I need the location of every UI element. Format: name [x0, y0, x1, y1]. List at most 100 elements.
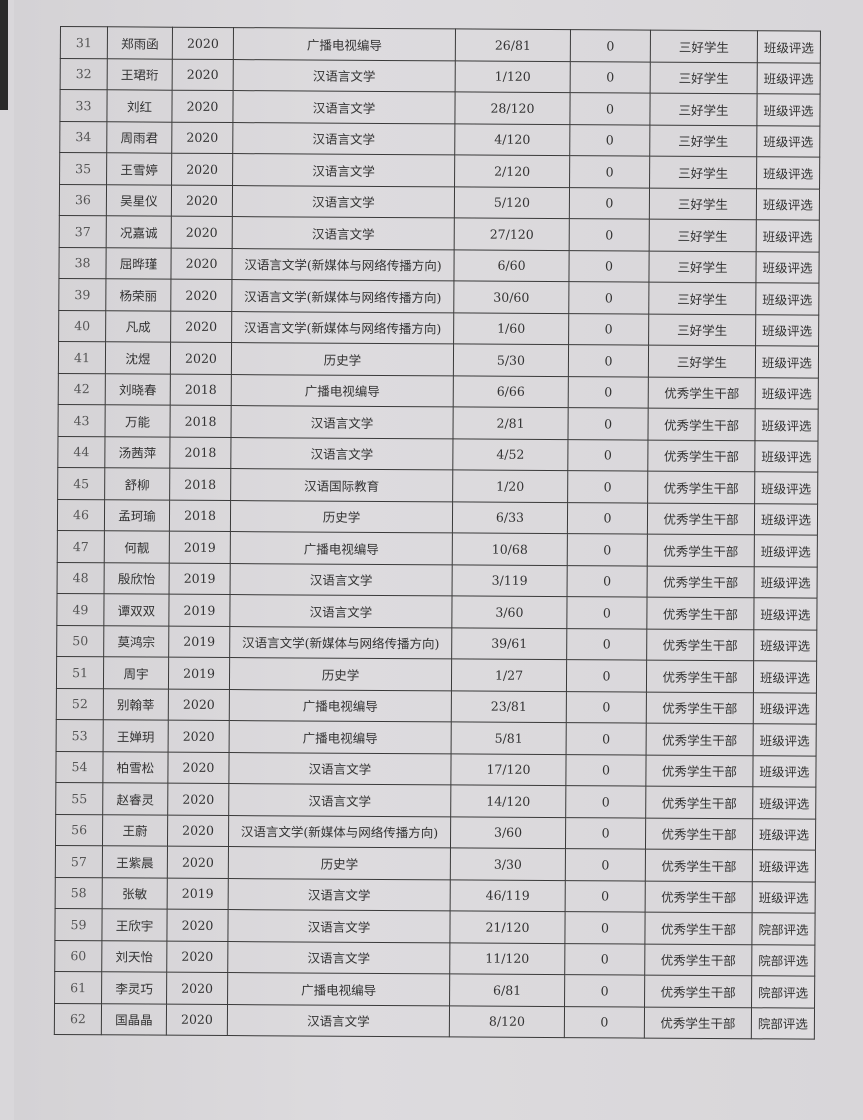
cell-name: 杨荣丽: [105, 278, 171, 311]
cell-year: 2020: [168, 720, 230, 753]
table-row: 38 屈晔瑾 2020 汉语言文学(新媒体与网络传播方向) 6/60 0 三好学生 班级评选: [58, 246, 820, 284]
cell-zero-count: 0: [565, 817, 646, 850]
cell-index: 33: [59, 89, 108, 122]
cell-name: 吴星仪: [106, 184, 172, 217]
cell-major: 汉语言文学: [232, 122, 455, 155]
cell-rank: 2/120: [454, 154, 570, 188]
cell-name: 沈煜: [105, 341, 171, 374]
cell-name: 王蔚: [102, 814, 168, 847]
cell-major: 汉语言文学(新媒体与网络传播方向): [231, 311, 454, 344]
cell-zero-count: 0: [567, 407, 649, 440]
cell-year: 2020: [166, 1003, 228, 1036]
cell-award: 优秀学生干部: [647, 471, 755, 504]
cell-award: 三好学生: [649, 93, 758, 126]
cell-zero-count: 0: [567, 533, 648, 566]
cell-rank: 11/120: [449, 942, 565, 975]
cell-year: 2020: [168, 688, 230, 721]
cell-zero-count: 0: [570, 29, 651, 62]
cell-zero-count: 0: [566, 628, 647, 661]
cell-rank: 6/66: [453, 375, 569, 408]
cell-zero-count: 0: [567, 439, 648, 472]
cell-selection-type: 班级评选: [754, 534, 818, 567]
cell-zero-count: 0: [569, 155, 650, 188]
cell-name: 王珺珩: [107, 58, 173, 91]
cell-major: 广播电视编导: [233, 27, 456, 61]
cell-year: 2020: [167, 783, 229, 816]
cell-rank: 30/60: [453, 280, 569, 314]
cell-index: 55: [55, 782, 103, 815]
cell-major: 汉语言文学(新媒体与网络传播方向): [229, 626, 452, 659]
cell-index: 32: [60, 58, 108, 90]
cell-zero-count: 0: [564, 1006, 645, 1039]
cell-rank: 14/120: [450, 784, 566, 818]
cell-index: 39: [58, 278, 106, 311]
cell-major: 汉语言文学: [230, 437, 453, 470]
cell-index: 44: [57, 435, 105, 468]
paper-page: [14, 0, 863, 1120]
cell-rank: 5/30: [453, 343, 569, 377]
table-row: 37 况嘉诚 2020 汉语言文学 27/120 0 三好学生 班级评选: [59, 215, 820, 252]
cell-name: 凡成: [105, 310, 171, 343]
cell-zero-count: 0: [568, 313, 649, 346]
cell-award: 优秀学生干部: [647, 408, 756, 441]
cell-selection-type: 班级评选: [753, 692, 817, 725]
cell-index: 40: [58, 309, 106, 342]
cell-rank: 1/27: [451, 658, 567, 692]
cell-zero-count: 0: [565, 785, 646, 818]
binder-edge: [0, 0, 8, 110]
cell-major: 历史学: [231, 342, 454, 376]
cell-index: 49: [56, 593, 105, 626]
cell-zero-count: 0: [566, 659, 647, 692]
cell-major: 广播电视编导: [230, 531, 453, 565]
cell-major: 汉语言文学: [228, 783, 451, 817]
cell-selection-type: 班级评选: [752, 755, 817, 788]
table-row: 34 周雨君 2020 汉语言文学 4/120 0 三好学生 班级评选: [59, 121, 820, 158]
cell-major: 汉语国际教育: [230, 468, 453, 502]
cell-zero-count: 0: [565, 880, 646, 913]
cell-selection-type: 班级评选: [753, 597, 818, 630]
cell-year: 2019: [169, 531, 231, 564]
cell-rank: 1/20: [452, 469, 568, 503]
cell-year: 2018: [169, 405, 232, 438]
cell-zero-count: 0: [570, 61, 651, 94]
cell-year: 2020: [170, 342, 232, 375]
cell-year: 2020: [166, 972, 228, 1005]
table-row: 47 何靓 2019 广播电视编导 10/68 0 优秀学生干部 班级评选: [57, 530, 818, 567]
cell-zero-count: 0: [569, 124, 650, 157]
cell-award: 优秀学生干部: [644, 975, 752, 1008]
cell-award: 优秀学生干部: [647, 439, 755, 472]
cell-year: 2020: [171, 90, 234, 123]
cell-rank: 6/60: [453, 249, 570, 282]
cell-year: 2018: [169, 436, 231, 469]
cell-name: 况嘉诚: [106, 215, 172, 248]
cell-zero-count: 0: [569, 187, 650, 220]
cell-name: 殷欣怡: [104, 562, 170, 595]
cell-index: 54: [55, 750, 104, 783]
cell-rank: 4/120: [454, 123, 570, 156]
cell-zero-count: 0: [565, 754, 647, 787]
cell-year: 2020: [171, 121, 233, 154]
cell-name: 刘天怡: [101, 940, 167, 973]
cell-name: 郑雨函: [107, 26, 173, 59]
cell-zero-count: 0: [568, 281, 649, 314]
cell-year: 2020: [172, 58, 234, 91]
cell-selection-type: 班级评选: [755, 314, 819, 347]
cell-selection-type: 班级评选: [756, 125, 820, 158]
cell-award: 优秀学生干部: [645, 786, 753, 819]
cell-year: 2020: [167, 814, 229, 847]
cell-name: 赵睿灵: [102, 782, 168, 815]
cell-rank: 23/81: [451, 690, 567, 723]
cell-major: 汉语言文学: [232, 90, 456, 124]
cell-index: 50: [56, 624, 104, 657]
cell-selection-type: 班级评选: [756, 156, 820, 189]
cell-award: 三好学生: [649, 156, 757, 189]
cell-year: 2020: [166, 909, 229, 942]
cell-selection-type: 班级评选: [753, 660, 817, 693]
cell-index: 57: [55, 845, 103, 878]
cell-year: 2018: [169, 499, 231, 532]
cell-major: 广播电视编导: [229, 720, 452, 754]
table-row: 45 舒柳 2018 汉语国际教育 1/20 0 优秀学生干部 班级评选: [57, 467, 818, 504]
cell-major: 汉语言文学: [228, 878, 451, 911]
cell-name: 国晶晶: [101, 1003, 167, 1036]
table-row: 35 王雪婷 2020 汉语言文学 2/120 0 三好学生 班级评选: [59, 152, 820, 189]
